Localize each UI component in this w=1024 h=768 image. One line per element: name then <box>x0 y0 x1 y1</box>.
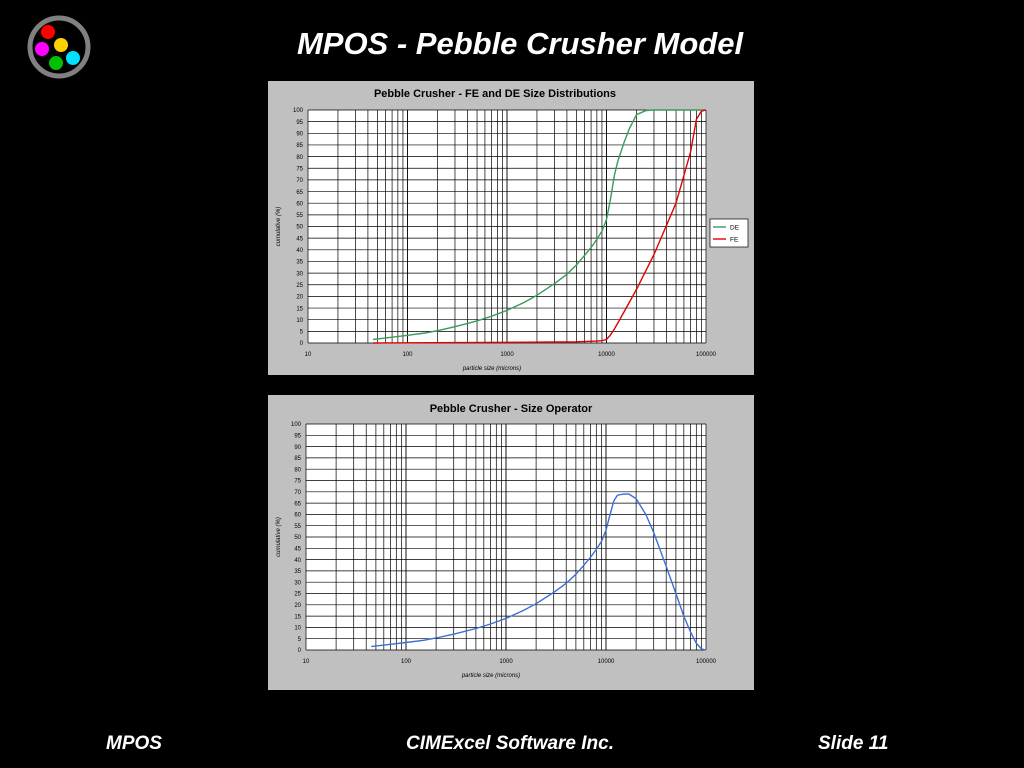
y-tick-label: 85 <box>294 456 301 462</box>
y-tick-label: 0 <box>300 341 304 347</box>
y-tick-label: 65 <box>294 501 301 507</box>
mpos-logo <box>27 15 91 79</box>
y-tick-label: 70 <box>296 178 303 184</box>
y-tick-label: 65 <box>296 190 303 196</box>
y-tick-label: 60 <box>294 513 301 519</box>
legend-label-fe: FE <box>730 236 739 243</box>
x-tick-label: 10 <box>303 659 310 665</box>
y-tick-label: 45 <box>294 547 301 553</box>
y-tick-label: 20 <box>294 603 301 609</box>
logo-dot-magenta <box>35 42 49 56</box>
logo-dot-red <box>41 25 55 39</box>
y-tick-label: 70 <box>294 490 301 496</box>
y-tick-label: 40 <box>294 558 301 564</box>
footer-product: MPOS <box>106 733 162 754</box>
grid <box>307 109 707 344</box>
series-line-de <box>372 109 706 341</box>
footer-slide-number: Slide 11 <box>818 733 889 754</box>
y-tick-label: 5 <box>300 330 304 336</box>
legend-label-de: DE <box>730 224 740 231</box>
grid <box>305 423 707 651</box>
logo-dot-green <box>49 56 63 70</box>
legend: DE FE <box>709 218 749 248</box>
y-tick-label: 100 <box>291 422 302 428</box>
size-operator-chart-panel: Pebble Crusher - Size Operator 0 5 10 15 20 25… <box>268 395 754 690</box>
x-axis-label: particle size (microns) <box>461 673 520 679</box>
series-line-1-0 <box>371 493 707 651</box>
y-tick-label: 95 <box>296 120 303 126</box>
y-tick-label: 20 <box>296 295 303 301</box>
y-tick-label: 5 <box>298 637 302 643</box>
y-tick-label: 10 <box>294 626 301 632</box>
y-tick-label: 90 <box>296 132 303 138</box>
x-tick-label: 10000 <box>598 659 615 665</box>
x-tick-label: 1000 <box>499 659 513 665</box>
x-tick-label: 100000 <box>696 659 717 665</box>
size-operator-chart: Pebble Crusher - Size Operator 0 5 10 15 20 25… <box>276 403 717 679</box>
y-tick-label: 35 <box>296 260 303 266</box>
y-tick-label: 50 <box>296 225 303 231</box>
y-tick-label: 15 <box>294 614 301 620</box>
y-tick-label: 50 <box>294 535 301 541</box>
y-tick-label: 10 <box>296 318 303 324</box>
y-tick-label: 85 <box>296 143 303 149</box>
y-tick-label: 30 <box>296 271 303 277</box>
logo-dot-yellow <box>54 38 68 52</box>
footer-company: CIMExcel Software Inc. <box>406 733 615 754</box>
x-tick-label: 10000 <box>598 352 615 358</box>
y-tick-label: 80 <box>296 155 303 161</box>
y-axis-label: cumulative (%) <box>276 517 282 557</box>
logo-dot-cyan <box>66 51 80 65</box>
x-tick-label: 1000 <box>500 352 514 358</box>
y-tick-label: 35 <box>294 569 301 575</box>
y-tick-label: 95 <box>294 434 301 440</box>
x-tick-label: 10 <box>305 352 312 358</box>
chart-title: Pebble Crusher - FE and DE Size Distribu… <box>374 88 616 100</box>
y-tick-label: 60 <box>296 201 303 207</box>
x-tick-label: 100000 <box>696 352 717 358</box>
y-tick-label: 30 <box>294 580 301 586</box>
y-tick-label: 55 <box>294 524 301 530</box>
size-distribution-chart-panel: Pebble Crusher - FE and DE Size Distribu… <box>268 81 754 375</box>
y-tick-label: 75 <box>294 479 301 485</box>
y-tick-label: 45 <box>296 236 303 242</box>
y-tick-label: 25 <box>296 283 303 289</box>
y-tick-label: 80 <box>294 467 301 473</box>
y-tick-label: 75 <box>296 166 303 172</box>
y-tick-label: 0 <box>298 648 302 654</box>
x-axis-label: particle size (microns) <box>462 366 521 372</box>
y-tick-label: 90 <box>294 445 301 451</box>
series-line-fe <box>372 109 707 344</box>
y-tick-label: 15 <box>296 306 303 312</box>
y-tick-label: 40 <box>296 248 303 254</box>
y-tick-label: 55 <box>296 213 303 219</box>
slide-title: MPOS - Pebble Crusher Model <box>296 26 744 61</box>
legend-box <box>709 218 749 248</box>
y-tick-label: 100 <box>293 108 304 114</box>
y-axis-label: cumulative (%) <box>276 207 282 247</box>
x-tick-label: 100 <box>401 659 412 665</box>
chart-title: Pebble Crusher - Size Operator <box>430 403 593 415</box>
size-distribution-chart: Pebble Crusher - FE and DE Size Distribu… <box>276 88 749 372</box>
x-tick-label: 100 <box>402 352 413 358</box>
y-tick-label: 25 <box>294 592 301 598</box>
